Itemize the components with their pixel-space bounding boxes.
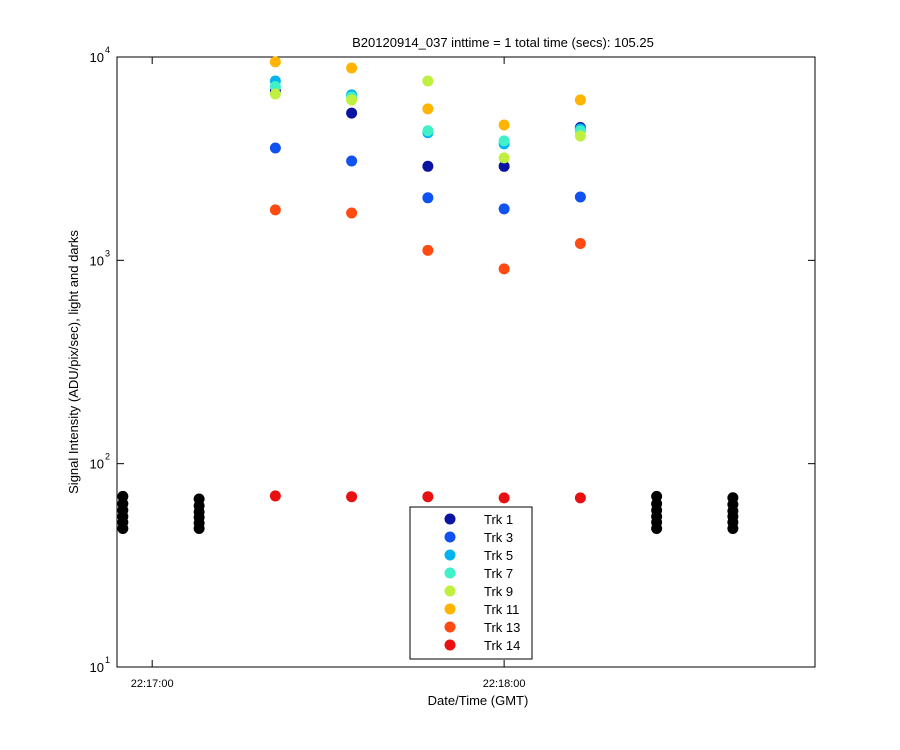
point <box>498 135 510 147</box>
point <box>422 160 434 172</box>
x-tick-label: 22:17:00 <box>131 678 174 690</box>
point <box>574 492 586 504</box>
point <box>269 56 281 68</box>
legend-label: Trk 14 <box>484 638 520 653</box>
point <box>346 107 358 119</box>
point <box>574 191 586 203</box>
y-tick-power: 3 <box>105 248 110 258</box>
legend-label: Trk 11 <box>484 602 519 617</box>
chart-title: B20120914_037 inttime = 1 total time (se… <box>352 35 654 50</box>
point <box>422 75 434 87</box>
x-tick-label: 22:18:00 <box>483 678 526 690</box>
point <box>574 238 586 250</box>
legend-marker <box>444 513 456 525</box>
point <box>193 522 205 534</box>
legend-label: Trk 1 <box>484 512 513 527</box>
point <box>574 130 586 142</box>
point <box>269 490 281 502</box>
point <box>269 88 281 100</box>
point <box>498 152 510 164</box>
point <box>269 204 281 216</box>
point <box>346 207 358 219</box>
y-tick-label: 10 <box>90 457 104 472</box>
x-axis-label: Date/Time (GMT) <box>428 693 529 708</box>
point <box>269 142 281 154</box>
y-axis-label: Signal Intensity (ADU/pix/sec), light an… <box>66 230 81 494</box>
point <box>346 155 358 167</box>
legend-marker <box>444 549 456 561</box>
y-tick-label: 10 <box>90 660 104 675</box>
point <box>422 125 434 137</box>
point <box>346 491 358 503</box>
point <box>422 491 434 503</box>
y-tick-power: 1 <box>105 655 110 665</box>
point <box>727 522 739 534</box>
point <box>574 94 586 106</box>
legend-marker <box>444 639 456 651</box>
legend-marker <box>444 603 456 615</box>
point <box>651 522 663 534</box>
y-tick-power: 2 <box>105 452 110 462</box>
y-tick-power: 4 <box>105 45 110 55</box>
y-tick-label: 10 <box>90 50 104 65</box>
point <box>117 522 129 534</box>
legend-marker <box>444 531 456 543</box>
legend-marker <box>444 585 456 597</box>
point <box>498 263 510 275</box>
legend-box <box>409 506 533 660</box>
point <box>498 203 510 215</box>
point <box>422 244 434 256</box>
point <box>422 192 434 204</box>
point <box>346 94 358 106</box>
y-tick-label: 10 <box>90 253 104 268</box>
point <box>498 160 510 172</box>
point <box>422 103 434 115</box>
legend-label: Trk 3 <box>484 530 513 545</box>
legend-label: Trk 13 <box>484 620 520 635</box>
legend-marker <box>444 567 456 579</box>
legend-marker <box>444 621 456 633</box>
point <box>498 492 510 504</box>
point <box>498 119 510 131</box>
legend-label: Trk 5 <box>484 548 513 563</box>
legend-label: Trk 7 <box>484 566 513 581</box>
point <box>346 62 358 74</box>
legend-label: Trk 9 <box>484 584 513 599</box>
